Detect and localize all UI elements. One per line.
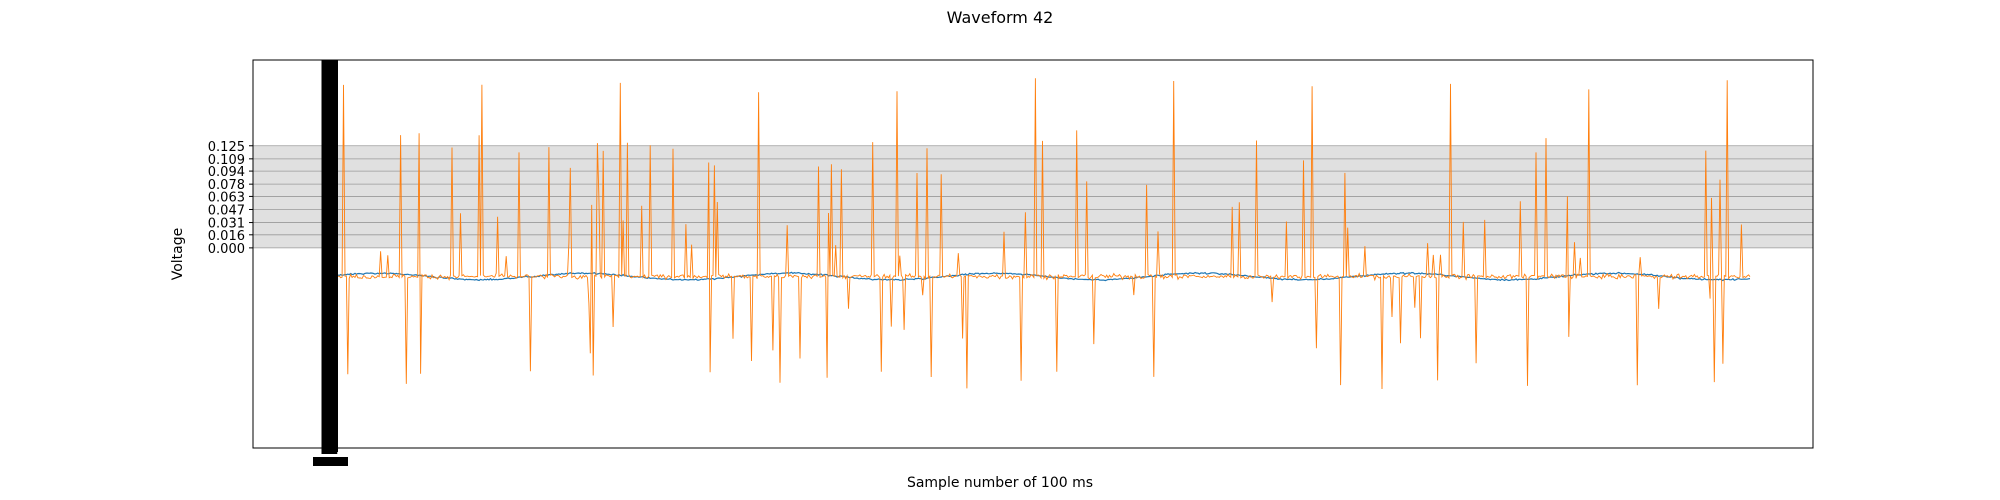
y-tick-label: 0.016 — [208, 229, 245, 244]
y-tick-label: 0.078 — [208, 178, 245, 193]
y-tick-label: 0.000 — [208, 242, 245, 257]
grid-band — [253, 145, 1813, 248]
x-tick-layer — [313, 60, 348, 466]
x-tick-cluster — [322, 60, 338, 452]
y-tick-label: 0.125 — [208, 140, 245, 155]
y-tick-label: 0.047 — [208, 203, 245, 218]
series-line-orange — [324, 78, 1751, 390]
y-tick-label: 0.063 — [208, 190, 245, 205]
series-layer — [324, 78, 1751, 390]
x-tick-label-cluster — [313, 457, 348, 466]
y-tick-label: 0.031 — [208, 217, 245, 232]
grid-layer — [253, 145, 1813, 249]
axes-frame — [252, 59, 1814, 449]
series-line-blue — [324, 271, 1751, 282]
y-tick-label: 0.094 — [208, 165, 245, 180]
y-tick-label: 0.109 — [208, 153, 245, 168]
y-tick-layer: 0.0000.0160.0310.0470.0630.0780.0940.109… — [208, 140, 253, 257]
chart-title: Waveform 42 — [946, 8, 1054, 27]
x-axis-label: Sample number of 100 ms — [906, 475, 1094, 491]
